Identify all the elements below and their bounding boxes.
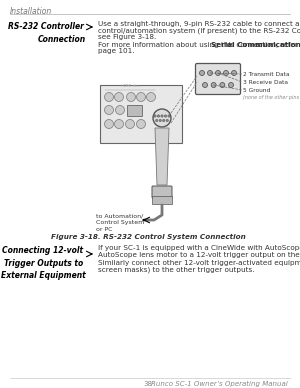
Text: screen masks) to the other trigger outputs.: screen masks) to the other trigger outpu… <box>98 267 254 273</box>
Text: on: on <box>254 42 265 48</box>
Circle shape <box>229 83 233 88</box>
Text: Figure 3-18. RS-232 Control System Connection: Figure 3-18. RS-232 Control System Conne… <box>51 234 245 240</box>
Text: Connecting 12-volt 
Trigger Outputs to 
External Equipment: Connecting 12-volt Trigger Outputs to Ex… <box>1 246 86 280</box>
Circle shape <box>127 92 136 102</box>
Circle shape <box>163 119 165 122</box>
Circle shape <box>211 83 216 88</box>
Circle shape <box>159 119 161 122</box>
Circle shape <box>136 92 146 102</box>
Circle shape <box>168 115 170 117</box>
FancyBboxPatch shape <box>152 196 172 204</box>
Circle shape <box>166 119 169 122</box>
Circle shape <box>104 106 113 114</box>
Circle shape <box>104 92 113 102</box>
Circle shape <box>200 71 205 76</box>
FancyBboxPatch shape <box>128 106 142 116</box>
Text: see Figure 3-18.: see Figure 3-18. <box>98 34 156 40</box>
Text: 3 Receive Data: 3 Receive Data <box>243 80 288 85</box>
Circle shape <box>125 120 134 128</box>
Circle shape <box>115 120 124 128</box>
Circle shape <box>116 106 124 114</box>
Polygon shape <box>155 128 169 185</box>
Circle shape <box>153 109 171 127</box>
Text: AutoScope lens motor to a 12-volt trigger output on the DHD Controller; see Figu: AutoScope lens motor to a 12-volt trigge… <box>98 251 300 258</box>
Text: 38: 38 <box>143 381 152 387</box>
Text: 5 Ground: 5 Ground <box>243 88 270 92</box>
Text: Runco SC-1 Owner’s Operating Manual: Runco SC-1 Owner’s Operating Manual <box>151 381 288 387</box>
Text: control/automation system (if present) to the RS-232 Control port on the DHD Con: control/automation system (if present) t… <box>98 28 300 34</box>
Text: For more information about using this connection, refer to: For more information about using this co… <box>98 42 300 48</box>
Text: Similarly connect other 12-volt trigger-activated equipment (such as retractable: Similarly connect other 12-volt trigger-… <box>98 260 300 267</box>
FancyBboxPatch shape <box>196 64 241 95</box>
Text: Use a straight-through, 9-pin RS-232 cable to connect a PC or home theater: Use a straight-through, 9-pin RS-232 cab… <box>98 21 300 27</box>
Circle shape <box>215 71 220 76</box>
Circle shape <box>115 92 124 102</box>
Circle shape <box>154 115 156 117</box>
Circle shape <box>164 115 167 117</box>
Circle shape <box>156 119 158 122</box>
Text: Installation: Installation <box>10 7 52 16</box>
Text: Serial Communications: Serial Communications <box>211 42 300 48</box>
Circle shape <box>136 120 146 128</box>
Text: to Automation/
Control System
or PC: to Automation/ Control System or PC <box>96 213 144 232</box>
Circle shape <box>220 83 225 88</box>
Circle shape <box>208 71 212 76</box>
Bar <box>100 85 182 143</box>
Text: If your SC-1 is equipped with a CineWide with AutoScope system, connect the: If your SC-1 is equipped with a CineWide… <box>98 245 300 251</box>
Text: page 101.: page 101. <box>98 48 134 54</box>
Circle shape <box>224 71 229 76</box>
Circle shape <box>161 115 163 117</box>
Circle shape <box>146 92 155 102</box>
Text: RS-232 Controller 
Connection: RS-232 Controller Connection <box>8 22 86 43</box>
Circle shape <box>202 83 208 88</box>
Text: 2 Transmit Data: 2 Transmit Data <box>243 71 290 76</box>
Circle shape <box>157 115 160 117</box>
Text: (none of the other pins are used): (none of the other pins are used) <box>243 95 300 100</box>
Circle shape <box>232 71 236 76</box>
FancyBboxPatch shape <box>152 186 172 198</box>
Text: HDMI etc.: HDMI etc. <box>121 84 140 88</box>
Circle shape <box>104 120 113 128</box>
